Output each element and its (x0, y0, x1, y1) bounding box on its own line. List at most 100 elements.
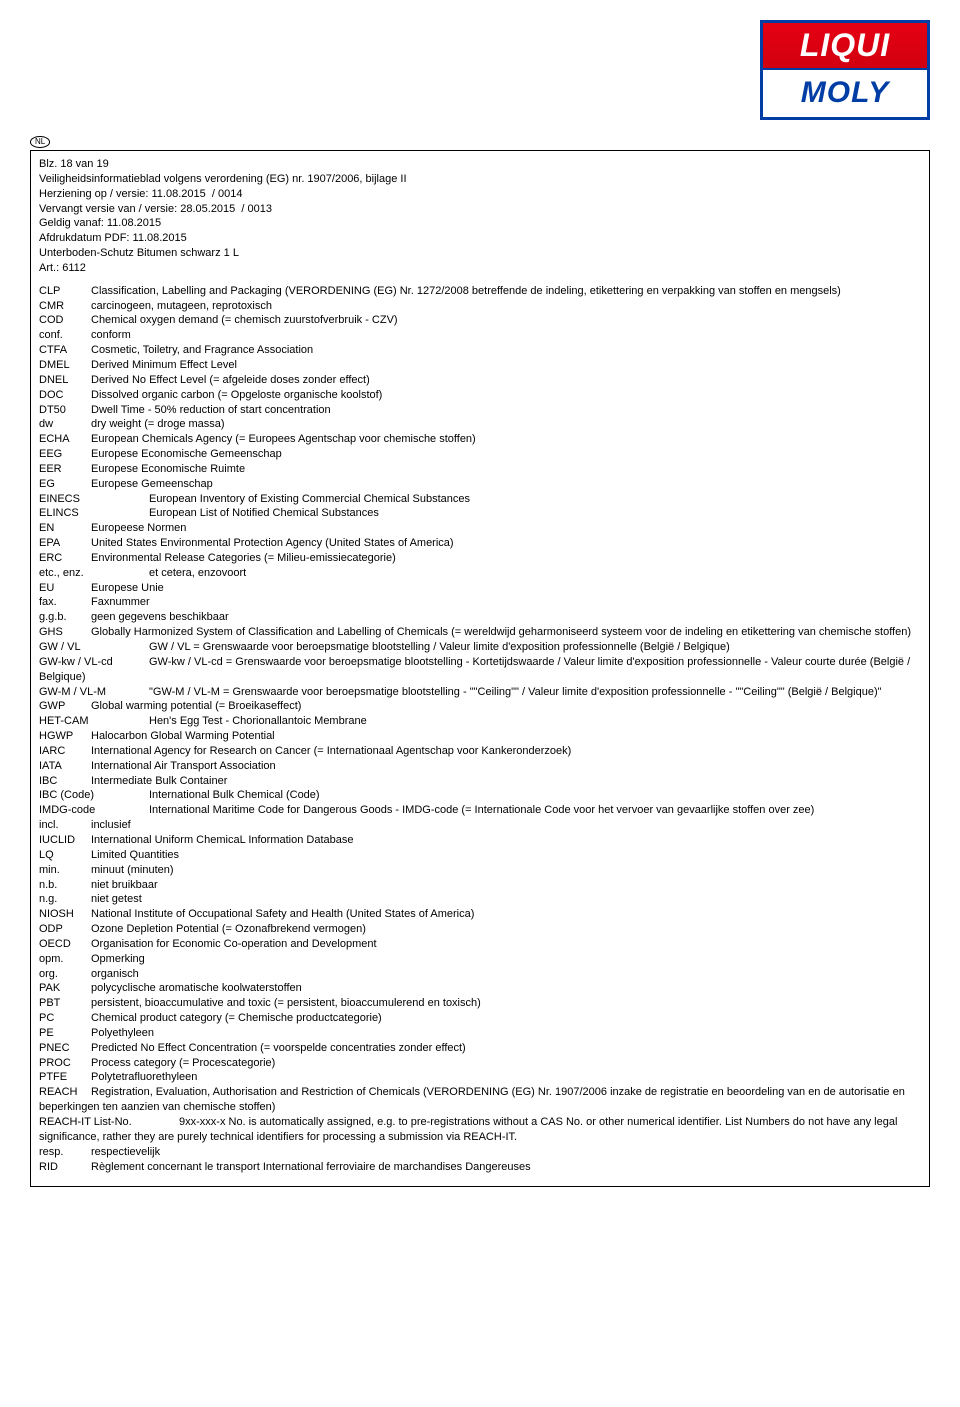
definition-row: EPAUnited States Environmental Protectio… (39, 536, 921, 551)
definitions-list: CLPClassification, Labelling and Packagi… (39, 284, 921, 1175)
print-date-line: Afdrukdatum PDF: 11.08.2015 (39, 231, 921, 246)
definition-row: DT50Dwell Time - 50% reduction of start … (39, 403, 921, 418)
definition-key: ODP (39, 922, 91, 937)
definition-value: European List of Notified Chemical Subst… (149, 507, 379, 519)
definition-row: GW-kw / VL-cdGW-kw / VL-cd = Grenswaarde… (39, 655, 921, 685)
definition-row: REACH-IT List-No.9xx-xxx-x No. is automa… (39, 1115, 921, 1145)
definition-key: DOC (39, 388, 91, 403)
definition-value: inclusief (91, 819, 131, 831)
definition-row: EINECSEuropean Inventory of Existing Com… (39, 492, 921, 507)
logo-bottom-text: MOLY (763, 70, 927, 117)
definition-value: Polyethyleen (91, 1027, 154, 1039)
definition-value: Organisation for Economic Co-operation a… (91, 938, 377, 950)
definition-key: IBC (39, 774, 91, 789)
definition-value: niet bruikbaar (91, 879, 158, 891)
definition-key: DMEL (39, 358, 91, 373)
definition-key: IMDG-code (39, 803, 149, 818)
definition-row: DMELDerived Minimum Effect Level (39, 358, 921, 373)
definition-row: PNECPredicted No Effect Concentration (=… (39, 1041, 921, 1056)
definition-row: RIDRèglement concernant le transport Int… (39, 1160, 921, 1175)
definition-value: Cosmetic, Toiletry, and Fragrance Associ… (91, 344, 313, 356)
definition-value: Predicted No Effect Concentration (= voo… (91, 1042, 466, 1054)
definition-value: Limited Quantities (91, 849, 179, 861)
definition-key: IATA (39, 759, 91, 774)
definition-value: niet getest (91, 893, 142, 905)
definition-value: United States Environmental Protection A… (91, 537, 454, 549)
definition-key: g.g.b. (39, 610, 91, 625)
definition-value: Registration, Evaluation, Authorisation … (39, 1086, 905, 1113)
definition-key: ERC (39, 551, 91, 566)
definition-key: RID (39, 1160, 91, 1175)
definition-value: Dwell Time - 50% reduction of start conc… (91, 404, 331, 416)
definition-value: GW-kw / VL-cd = Grenswaarde voor beroeps… (39, 656, 910, 683)
definition-value: dry weight (= droge massa) (91, 418, 225, 430)
definition-row: PAKpolycyclische aromatische koolwaterst… (39, 981, 921, 996)
definition-value: persistent, bioaccumulative and toxic (=… (91, 997, 481, 1009)
definition-value: International Bulk Chemical (Code) (149, 789, 320, 801)
definition-value: International Agency for Research on Can… (91, 745, 571, 757)
definition-key: IARC (39, 744, 91, 759)
definition-key: CLP (39, 284, 91, 299)
definition-key: n.b. (39, 878, 91, 893)
definition-row: GHSGlobally Harmonized System of Classif… (39, 625, 921, 640)
definition-value: European Inventory of Existing Commercia… (149, 493, 470, 505)
definition-row: fax.Faxnummer (39, 595, 921, 610)
definition-key: PAK (39, 981, 91, 996)
definition-key: etc., enz. (39, 566, 149, 581)
definition-key: GW-M / VL-M (39, 685, 149, 700)
definition-row: GW-M / VL-M"GW-M / VL-M = Grenswaarde vo… (39, 685, 921, 700)
definition-value: "GW-M / VL-M = Grenswaarde voor beroepsm… (149, 686, 882, 698)
definition-value: Faxnummer (91, 596, 150, 608)
definition-row: ELINCSEuropean List of Notified Chemical… (39, 506, 921, 521)
definition-key: n.g. (39, 892, 91, 907)
definition-key: REACH (39, 1085, 91, 1100)
article-number: Art.: 6112 (39, 261, 921, 276)
definition-value: conform (91, 329, 131, 341)
definition-value: Process category (= Procescategorie) (91, 1057, 275, 1069)
definition-value: European Chemicals Agency (= Europees Ag… (91, 433, 476, 445)
brand-logo: LIQUI MOLY (760, 20, 930, 120)
definition-row: GW / VLGW / VL = Grenswaarde voor beroep… (39, 640, 921, 655)
definition-key: ECHA (39, 432, 91, 447)
definition-value: et cetera, enzovoort (149, 567, 246, 579)
definition-row: g.g.b.geen gegevens beschikbaar (39, 610, 921, 625)
definition-value: Intermediate Bulk Container (91, 775, 227, 787)
definition-row: IATAInternational Air Transport Associat… (39, 759, 921, 774)
definition-row: IMDG-codeInternational Maritime Code for… (39, 803, 921, 818)
logo-area: LIQUI MOLY (30, 20, 930, 134)
definition-key: DT50 (39, 403, 91, 418)
definition-row: etc., enz.et cetera, enzovoort (39, 566, 921, 581)
sheet-title: Veiligheidsinformatieblad volgens verord… (39, 172, 921, 187)
definition-value: Polytetrafluorethyleen (91, 1071, 197, 1083)
definition-key: PNEC (39, 1041, 91, 1056)
definition-key: EINECS (39, 492, 149, 507)
definition-value: polycyclische aromatische koolwaterstoff… (91, 982, 302, 994)
definition-value: GW / VL = Grenswaarde voor beroepsmatige… (149, 641, 730, 653)
definition-key: min. (39, 863, 91, 878)
definition-value: Globally Harmonized System of Classifica… (91, 626, 911, 638)
definition-row: PEPolyethyleen (39, 1026, 921, 1041)
definition-key: PE (39, 1026, 91, 1041)
page: LIQUI MOLY NL Blz. 18 van 19 Veiligheids… (0, 0, 960, 1217)
definition-row: ECHAEuropean Chemicals Agency (= Europee… (39, 432, 921, 447)
definition-value: carcinogeen, mutageen, reprotoxisch (91, 300, 272, 312)
definition-value: Europese Economische Gemeenschap (91, 448, 282, 460)
definition-row: incl.inclusief (39, 818, 921, 833)
definition-row: n.b.niet bruikbaar (39, 878, 921, 893)
replaces-line: Vervangt versie van / versie: 28.05.2015… (39, 202, 921, 217)
definition-row: org.organisch (39, 967, 921, 982)
definition-value: Ozone Depletion Potential (= Ozonafbreke… (91, 923, 366, 935)
definition-key: IUCLID (39, 833, 91, 848)
definition-value: National Institute of Occupational Safet… (91, 908, 474, 920)
definition-row: ENEuropeese Normen (39, 521, 921, 536)
definition-value: Europese Gemeenschap (91, 478, 213, 490)
definition-key: EEG (39, 447, 91, 462)
definition-value: Chemical oxygen demand (= chemisch zuurs… (91, 314, 398, 326)
definition-value: International Air Transport Association (91, 760, 276, 772)
definition-value: Derived Minimum Effect Level (91, 359, 237, 371)
definition-key: GWP (39, 699, 91, 714)
definition-key: DNEL (39, 373, 91, 388)
definition-key: org. (39, 967, 91, 982)
definition-row: IARCInternational Agency for Research on… (39, 744, 921, 759)
definition-value: Europeese Normen (91, 522, 186, 534)
